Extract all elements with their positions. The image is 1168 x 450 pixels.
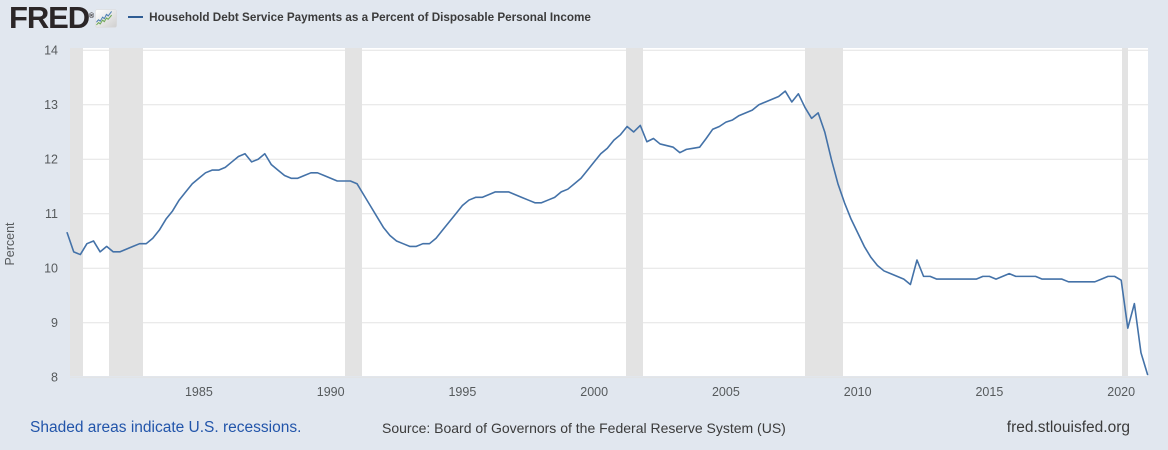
svg-text:11: 11 bbox=[45, 207, 58, 221]
svg-text:2005: 2005 bbox=[712, 385, 740, 399]
svg-text:12: 12 bbox=[44, 153, 58, 167]
svg-text:Percent: Percent bbox=[3, 222, 17, 266]
svg-text:1990: 1990 bbox=[317, 385, 345, 399]
svg-text:2020: 2020 bbox=[1107, 385, 1135, 399]
svg-text:10: 10 bbox=[44, 262, 58, 276]
svg-text:14: 14 bbox=[44, 44, 58, 58]
svg-text:2015: 2015 bbox=[975, 385, 1003, 399]
svg-text:2000: 2000 bbox=[580, 385, 608, 399]
svg-text:1995: 1995 bbox=[448, 385, 476, 399]
svg-text:1985: 1985 bbox=[185, 385, 213, 399]
svg-text:8: 8 bbox=[51, 371, 58, 385]
svg-text:2010: 2010 bbox=[844, 385, 872, 399]
svg-text:9: 9 bbox=[51, 316, 58, 330]
svg-text:13: 13 bbox=[44, 98, 58, 112]
